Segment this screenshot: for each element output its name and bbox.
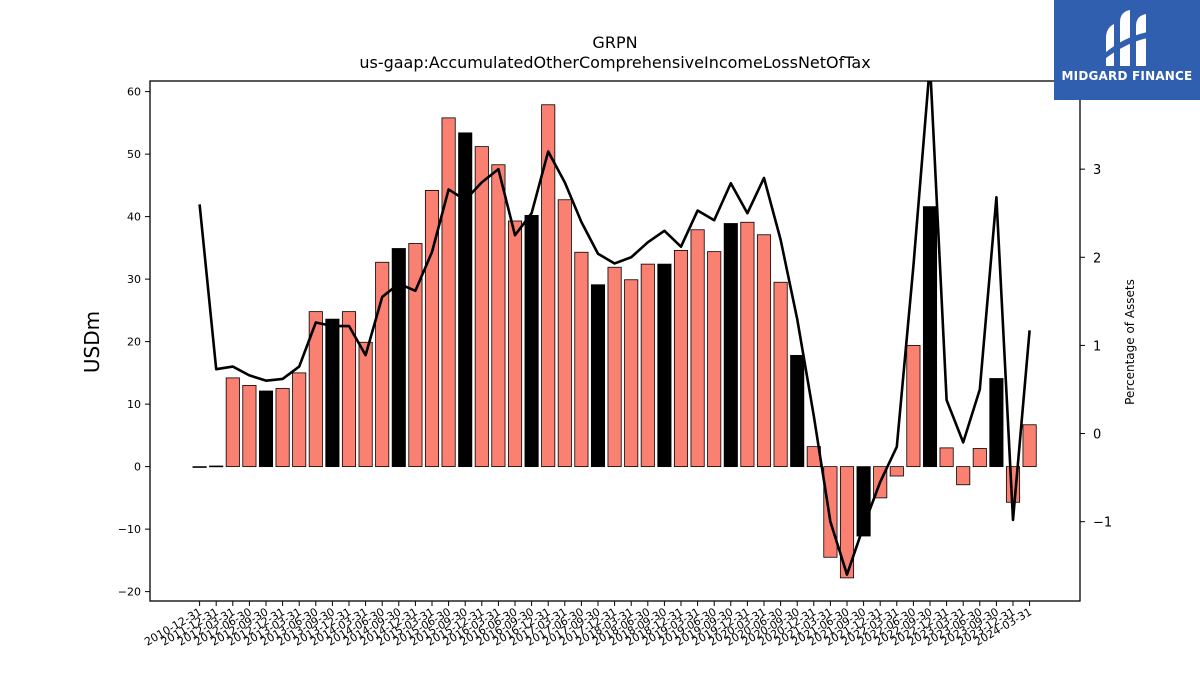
bar-2023-09-30 [989,378,1004,468]
bar-2019-12-31 [740,221,755,468]
bar-2010-12-31 [192,466,207,468]
brand-logo: MIDGARD FINANCE [1054,0,1200,100]
bar-2012-12-31 [275,388,290,468]
bar-2018-09-30 [657,263,672,468]
bar-2015-06-30 [441,117,456,468]
bar-2013-12-31 [341,311,357,468]
bars-layer [192,104,1037,579]
bar-2020-09-30 [790,354,805,468]
y2-tick-label: 0 [1093,428,1101,443]
y2-tick-label: 1 [1093,339,1101,354]
bar-2014-09-30 [391,248,406,468]
bar-2011-12-31 [209,465,224,468]
bar-2019-09-30 [723,223,738,468]
bar-2017-06-30 [574,251,589,468]
bar-2019-06-30 [707,251,722,468]
bar-2014-12-31 [408,243,423,468]
y-tick-label: −10 [118,523,141,536]
bar-2023-06-30 [972,448,987,468]
chart-title: GRPN [592,33,637,52]
bar-2022-09-30 [922,206,938,468]
line-layer [198,81,1031,576]
bar-2014-03-31 [358,341,373,468]
bar-2021-03-31 [823,466,838,558]
bar-2018-03-31 [624,279,639,468]
bar-2020-06-30 [773,281,788,468]
y-axis-label: USDm [80,311,104,373]
y-tick-label: 30 [127,273,141,286]
bar-2022-06-30 [906,344,921,468]
y-tick-label: 40 [127,211,141,224]
bar-2020-03-31 [756,234,772,468]
bar-2015-12-31 [474,146,489,468]
bar-2012-06-30 [242,384,257,468]
y-tick-label: 0 [134,461,141,474]
bar-2012-09-30 [258,390,274,468]
bar-2017-03-31 [557,199,572,468]
percentage-line [198,81,1031,576]
bar-2013-06-30 [308,311,323,468]
bar-2013-09-30 [325,318,340,468]
bar-2015-09-30 [458,132,473,468]
y-tick-label: 60 [127,86,141,99]
bar-2017-12-31 [607,266,622,468]
y2-tick-label: 3 [1093,163,1101,178]
bar-2016-12-31 [541,104,556,468]
bar-2019-03-31 [690,229,705,468]
bar-2016-09-30 [524,214,539,468]
axes-layer: −20−100102030405060−101232010-12-312011-… [118,80,1112,649]
bar-2017-09-30 [590,284,606,468]
bar-2012-03-31 [225,377,240,468]
y-tick-label: −20 [118,586,141,599]
bar-2016-06-30 [507,220,523,468]
y2-tick-label: −1 [1093,516,1112,531]
y-tick-label: 50 [127,148,141,161]
brand-mark-icon [1106,10,1148,66]
y2-axis-label: Percentage of Assets [1123,279,1137,405]
bar-2016-03-31 [491,164,506,468]
bar-2023-03-31 [956,466,971,486]
bar-2018-12-31 [673,249,689,468]
y-tick-label: 20 [127,336,141,349]
bar-2018-06-30 [640,263,655,468]
y-tick-label: 10 [127,398,141,411]
y2-tick-label: 2 [1093,251,1101,266]
bar-2022-12-31 [939,447,954,468]
bar-2014-06-30 [375,261,390,468]
bar-2024-03-31 [1022,424,1037,468]
bar-2022-03-31 [889,466,904,477]
bar-2021-06-30 [839,466,855,579]
bar-2013-03-31 [292,372,307,468]
chart-subtitle: us-gaap:AccumulatedOtherComprehensiveInc… [359,53,870,72]
brand-name: MIDGARD FINANCE [1061,69,1193,83]
